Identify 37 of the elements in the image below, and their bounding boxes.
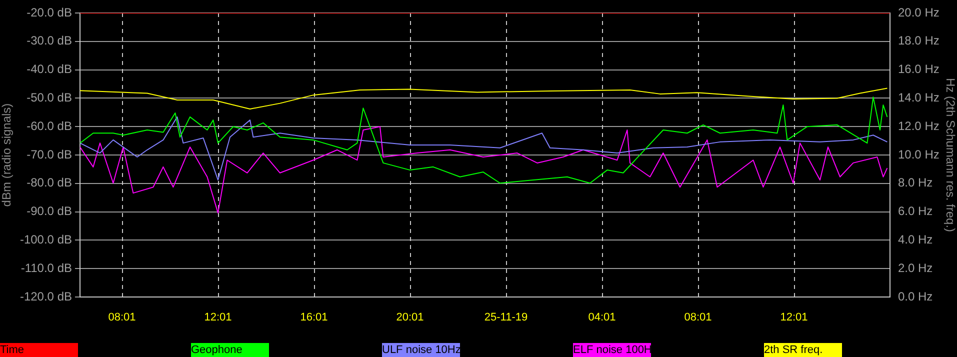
y2-tick-label: 4.0 Hz <box>898 232 933 247</box>
y-tick-label: -120.0 dB <box>20 289 72 304</box>
x-tick-label: 20:01 <box>396 312 424 324</box>
text: ELF noise 100H <box>573 343 652 357</box>
y2-tick-label: 0.0 Hz <box>898 289 933 304</box>
x-tick-label: 04:01 <box>588 312 616 324</box>
y2-axis-title: Hz (2th Schumann res. freq.) <box>943 78 957 232</box>
y-tick-label: -90.0 dB <box>26 204 72 218</box>
text: 2th SR freq. <box>764 343 842 357</box>
text: Geophone <box>191 343 269 357</box>
y2-tick-label: 10.0 Hz <box>898 147 940 162</box>
y-tick-label: -40.0 dB <box>26 62 72 76</box>
x-tick-label: 16:01 <box>300 312 328 324</box>
x-tick-label: 08:01 <box>684 312 712 324</box>
x-tick-label: 12:01 <box>780 312 808 324</box>
x-tick-label: 08:01 <box>108 312 136 324</box>
x-tick-label: 25-11-19 <box>484 312 528 324</box>
y2-tick-label: 6.0 Hz <box>898 204 933 218</box>
x-tick-label: 12:01 <box>204 312 232 324</box>
y2-tick-label: 2.0 Hz <box>898 260 933 275</box>
y-tick-label: -20.0 dB <box>26 5 72 20</box>
text: Time <box>0 343 78 357</box>
y2-tick-label: 16.0 Hz <box>898 62 940 76</box>
y-tick-label: -110.0 dB <box>20 260 72 275</box>
y-tick-label: -80.0 dB <box>26 176 72 190</box>
y2-tick-label: 20.0 Hz <box>898 5 940 20</box>
y2-tick-label: 12.0 Hz <box>898 118 940 133</box>
y2-tick-label: 8.0 Hz <box>898 176 933 190</box>
text: ULF noise 10Hz <box>382 343 461 357</box>
y-tick-label: -70.0 dB <box>26 147 72 162</box>
y-tick-label: -60.0 dB <box>26 118 72 133</box>
y2-tick-label: 18.0 Hz <box>898 34 940 48</box>
y-tick-label: -100.0 dB <box>20 232 72 247</box>
y-tick-label: -30.0 dB <box>26 34 72 48</box>
y2-tick-label: 14.0 Hz <box>898 90 940 105</box>
y-tick-label: -50.0 dB <box>26 90 72 105</box>
y-axis-title: dBm (radio signals) <box>0 103 14 207</box>
